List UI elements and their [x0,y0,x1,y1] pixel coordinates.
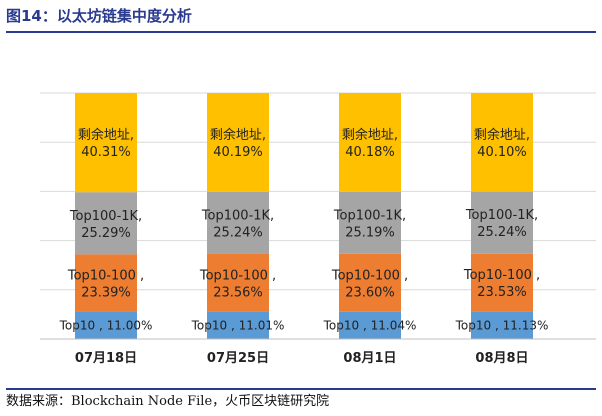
data-label-remaining: 40.10% [477,145,527,160]
data-label-top10_100: 23.60% [345,285,395,300]
data-label-top10_100: 23.39% [81,286,131,301]
bar-segment-top10 [207,311,269,339]
bar-segment-top100_1k [207,191,269,254]
data-label-top100_1k: Top100-1K, [333,208,406,223]
data-label-top10_100: 23.56% [213,285,263,300]
stacked-bar-chart: Top10 , 11.00% Top10-100 , 23.39% Top100-1K… [40,92,596,366]
data-label-top100_1k: 25.29% [81,226,131,241]
data-label-top10: Top10 , 11.01% [191,318,285,332]
data-label-top10: Top10 , 11.04% [323,318,417,332]
data-label-remaining: 剩余地址, [474,127,530,143]
source-note: 数据来源：Blockchain Node File，火币区块链研究院 [6,394,330,409]
x-tick-label: 07月18日 [75,351,137,366]
data-label-top10_100: Top10-100 , [331,268,408,283]
data-label-top100_1k: Top100-1K, [201,208,274,223]
x-tick-label: 08月1日 [343,351,396,366]
data-label-remaining: 40.18% [345,145,395,160]
bar-segment-top10 [471,311,533,339]
data-label-top10_100: 23.53% [477,285,527,300]
bar-segment-top100_1k [471,191,533,254]
data-label-top100_1k: 25.24% [213,225,263,240]
data-label-top10: Top10 , 11.13% [455,318,549,332]
bar-segment-top10_100 [75,254,137,312]
data-label-remaining: 40.31% [81,145,131,160]
data-label-top100_1k: 25.24% [477,225,527,240]
source-rule [6,388,596,390]
data-label-top10_100: Top10-100 , [199,268,276,283]
data-label-remaining: 剩余地址, [78,127,134,143]
data-label-top100_1k: Top100-1K, [69,209,142,224]
data-label-top10_100: Top10-100 , [67,269,144,284]
bar-segment-top100_1k [339,191,401,254]
bar-segment-remaining [75,93,137,193]
bar-segment-top10 [75,311,137,339]
bar-segment-remaining [339,92,401,192]
bar-segment-top10_100 [207,253,269,312]
x-tick-label: 07月25日 [207,351,269,366]
figure-title: 图14：以太坊链集中度分析 [6,7,192,25]
data-label-remaining: 剩余地址, [210,127,266,143]
bar-segment-top100_1k [75,192,137,255]
data-label-remaining: 40.19% [213,145,263,160]
bar-segment-top10_100 [339,253,401,312]
data-label-top100_1k: 25.19% [345,225,395,240]
bar-segment-top10 [339,311,401,339]
data-label-top100_1k: Top100-1K, [465,208,538,223]
x-tick-label: 08月8日 [475,351,528,366]
bar-segment-remaining [207,93,269,192]
data-label-top10: Top10 , 11.00% [59,318,153,332]
data-label-remaining: 剩余地址, [342,127,398,143]
title-rule [6,31,596,33]
data-label-top10_100: Top10-100 , [463,268,540,283]
bar-segment-remaining [471,93,533,192]
bar-segment-top10_100 [471,253,533,312]
